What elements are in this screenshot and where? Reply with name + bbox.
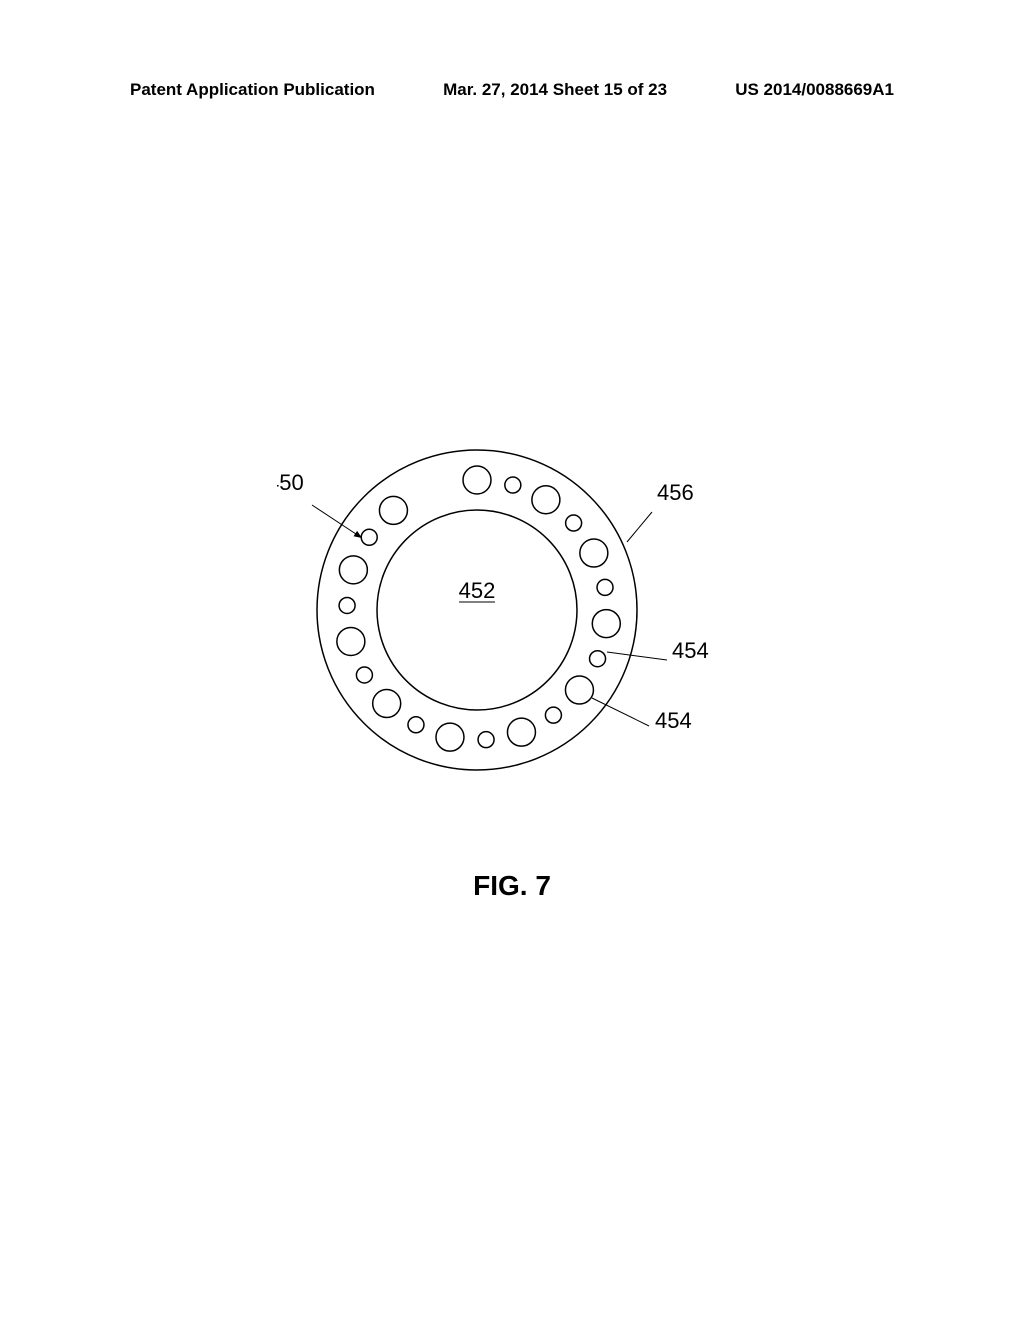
header-publication: Patent Application Publication [130,80,375,100]
figure-diagram: 452 450 456 454 454 [277,430,747,810]
header-date-sheet: Mar. 27, 2014 Sheet 15 of 23 [443,80,667,100]
svg-text:454: 454 [655,708,692,733]
svg-text:456: 456 [657,480,694,505]
header-pub-number: US 2014/0088669A1 [735,80,894,100]
header: Patent Application Publication Mar. 27, … [0,80,1024,100]
svg-text:452: 452 [459,578,496,603]
figure-caption: FIG. 7 [0,870,1024,902]
svg-text:450: 450 [277,470,304,495]
figure-container: 452 450 456 454 454 [0,430,1024,810]
svg-text:454: 454 [672,638,709,663]
